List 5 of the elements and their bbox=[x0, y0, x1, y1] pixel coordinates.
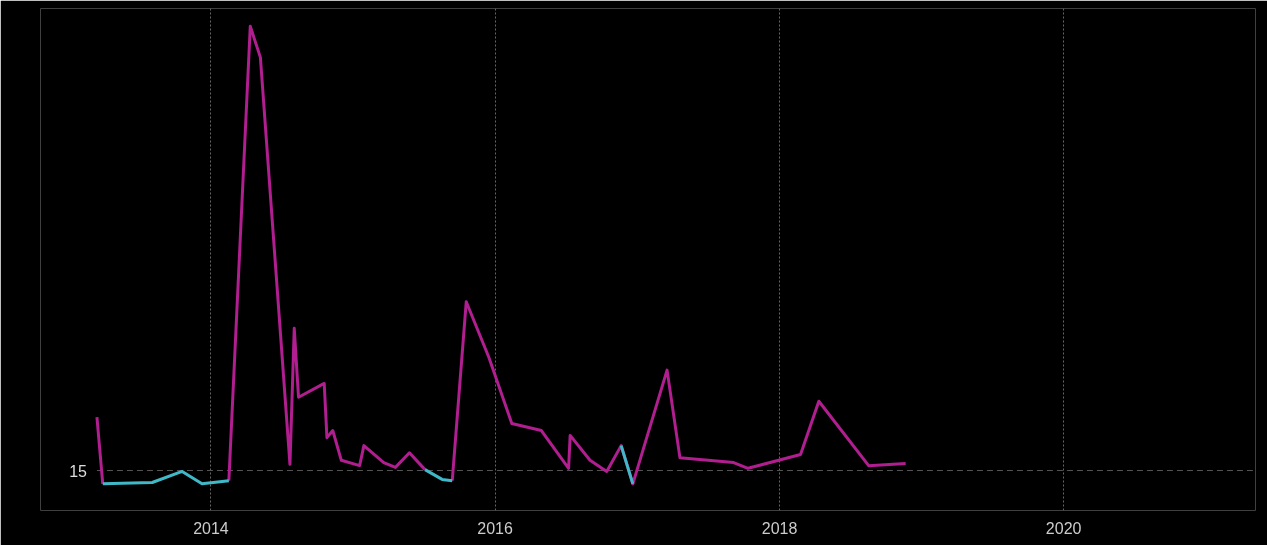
annotation: 15 bbox=[69, 462, 88, 480]
x-tick-label: 2018 bbox=[761, 519, 798, 537]
x-tick-label: 2016 bbox=[477, 519, 513, 537]
x-tick-label: 2014 bbox=[193, 519, 229, 537]
x-tick-label: 2020 bbox=[1045, 519, 1082, 537]
